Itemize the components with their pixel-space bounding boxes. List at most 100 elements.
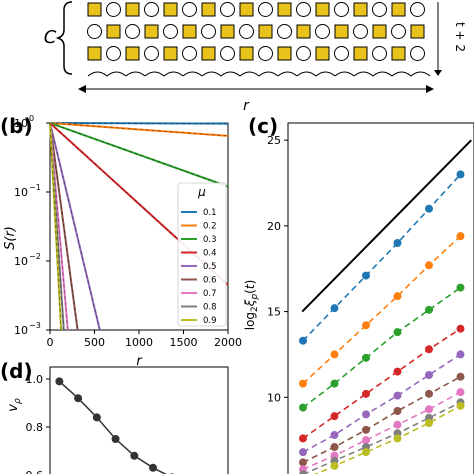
series-line <box>302 328 461 440</box>
legend-title: μ <box>197 185 206 199</box>
chart-c-ylabel: log2ξp(t) <box>243 280 260 331</box>
brace-label: C <box>44 27 57 48</box>
legend-label: 0.4 <box>203 249 217 259</box>
legend-label: 0.3 <box>203 235 217 245</box>
lattice-boundary-arc <box>182 71 203 77</box>
x-tick-label: 500 <box>84 336 105 349</box>
legend-label: 0.8 <box>203 303 217 313</box>
fit-line-mu-0.8 <box>49 122 65 331</box>
lattice-tile <box>296 24 311 39</box>
x-tick-label: 1000 <box>125 336 153 349</box>
legend-label: 0.5 <box>203 262 217 272</box>
lattice-tile <box>87 2 102 17</box>
lattice-site <box>372 46 387 61</box>
chart-b-x-ticks: 0 500 1000 1500 2000 <box>47 330 242 349</box>
x-tick-label: 2000 <box>214 336 242 349</box>
lattice-boundary-arc <box>163 71 184 77</box>
series-line <box>58 380 167 474</box>
series-line <box>302 375 461 464</box>
legend-label: 0.7 <box>203 289 217 299</box>
lattice-boundary-arc <box>391 71 412 77</box>
lattice-site <box>182 2 197 17</box>
series-point <box>362 425 370 434</box>
lattice-tile <box>315 46 330 61</box>
series-point <box>393 328 402 337</box>
series-point <box>149 463 158 472</box>
series-point <box>111 435 120 443</box>
lattice-site <box>163 24 178 39</box>
panel-label-d: (d) <box>0 359 33 383</box>
y-tick-exponent: −3 <box>29 321 41 330</box>
series-point <box>456 232 465 241</box>
x-tick-label: 1500 <box>170 336 198 349</box>
lattice-site <box>258 46 273 61</box>
lattice-tile <box>410 24 425 39</box>
lattice-site <box>239 24 254 39</box>
lattice-boundary-arc <box>353 71 374 77</box>
lattice-boundary-arc <box>144 71 165 77</box>
chart-c: 510152025 log2ξp(t) <box>243 122 474 474</box>
series-point <box>92 413 101 422</box>
series-point <box>425 345 433 354</box>
chart-d-ylabel: vρ <box>6 398 23 412</box>
chart-c-series <box>299 139 472 474</box>
checkerboard-lattice <box>87 2 431 77</box>
series-point <box>330 350 339 359</box>
lattice-site <box>87 24 102 39</box>
series-point <box>456 388 465 397</box>
lattice-site <box>296 2 311 17</box>
lattice-boundary-arc <box>277 71 298 77</box>
lattice-tile <box>277 2 292 17</box>
lattice-site <box>391 24 406 39</box>
width-arrowhead-left <box>78 85 86 93</box>
series-line-mu-0.2 <box>49 122 229 137</box>
width-arrowhead-right <box>426 85 434 93</box>
chart-d: 0.6 0.8 1.0 vρ <box>6 366 229 474</box>
series-point <box>425 305 433 314</box>
series-point <box>55 377 64 386</box>
series-point <box>74 394 83 403</box>
series-point <box>456 401 465 410</box>
lattice-tile <box>353 2 368 17</box>
lattice-site <box>334 2 349 17</box>
chart-c-y-ticks: 510152025 <box>267 134 288 404</box>
lattice-site <box>353 24 368 39</box>
lattice-site <box>277 24 292 39</box>
lattice-site <box>106 46 121 61</box>
lattice-tile <box>163 2 178 17</box>
fit-line-mu-0.3 <box>49 122 229 187</box>
series-point <box>393 391 402 400</box>
reference-line <box>301 139 472 313</box>
series-point <box>299 434 307 443</box>
lattice-site <box>296 46 311 61</box>
lattice-tile <box>391 46 406 61</box>
lattice-boundary-arc <box>334 71 355 77</box>
lattice-tile <box>125 2 140 17</box>
series-point <box>425 261 433 270</box>
series-line <box>302 353 461 453</box>
left-brace <box>55 1 73 75</box>
lattice-tile <box>220 24 235 39</box>
series-point <box>362 389 370 398</box>
lattice-boundary-arc <box>410 71 431 77</box>
lattice-tile <box>182 24 197 39</box>
series-point <box>130 451 139 460</box>
fit-line-mu-0.7 <box>49 122 69 331</box>
lattice-site <box>334 46 349 61</box>
legend-label: 0.6 <box>203 276 217 286</box>
series-point <box>456 372 465 381</box>
series-line-mu-0.3 <box>49 122 229 188</box>
y-tick-label: 10 <box>14 324 28 337</box>
y-tick-label: 1.0 <box>26 373 44 386</box>
y-tick-label: 0.6 <box>26 469 44 474</box>
y-tick-exponent: 0 <box>29 114 34 123</box>
series-point <box>330 412 339 421</box>
series-point <box>330 443 339 451</box>
y-tick-label: 0.8 <box>26 421 44 434</box>
series-line <box>302 391 461 471</box>
lattice-tile <box>201 2 216 17</box>
lattice-tile <box>125 46 140 61</box>
series-point <box>393 434 402 443</box>
series-point <box>330 461 339 470</box>
